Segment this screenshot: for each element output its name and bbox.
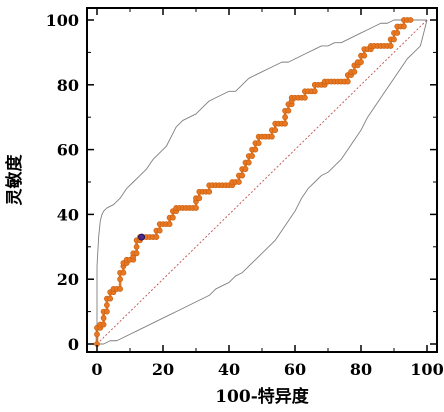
roc-point (104, 302, 110, 309)
roc-point (206, 188, 213, 195)
roc-point (282, 120, 288, 127)
roc-point (361, 52, 368, 59)
plot-frame (86, 7, 438, 353)
x-tick-label: 80 (350, 360, 372, 379)
x-tick-label: 20 (152, 360, 174, 379)
y-tick-labels: 0 20 40 60 80 100 (46, 11, 79, 354)
x-tick-label: 100 (410, 360, 443, 379)
roc-point (107, 295, 114, 302)
roc-point (311, 88, 318, 95)
optimal-cutoff-point (138, 233, 146, 241)
roc-point (156, 227, 163, 234)
roc-curve-line (95, 18, 411, 344)
lower-confidence-bound-line (97, 19, 428, 345)
roc-point (344, 78, 351, 85)
roc-point (407, 17, 414, 23)
x-tick-label: 0 (91, 360, 102, 379)
roc-point (242, 166, 249, 172)
plot-layer (94, 17, 428, 347)
y-tick-label: 40 (57, 205, 79, 224)
roc-point (285, 107, 292, 114)
roc-point (252, 146, 259, 153)
x-tick-label: 40 (218, 360, 240, 379)
roc-point (133, 250, 140, 257)
roc-point (301, 94, 308, 101)
x-axis-title: 100-特异度 (215, 386, 310, 407)
roc-point (133, 243, 140, 250)
roc-point (94, 331, 100, 338)
roc-point (153, 234, 160, 240)
roc-point (193, 205, 199, 211)
roc-point (120, 269, 127, 276)
roc-point (394, 30, 401, 36)
roc-point (391, 36, 397, 43)
y-tick-label: 0 (68, 335, 79, 354)
y-tick-label: 100 (46, 11, 79, 30)
y-tick-label: 60 (57, 141, 79, 160)
roc-point (282, 114, 288, 121)
roc-point (400, 23, 407, 30)
y-tick-label: 80 (57, 76, 79, 95)
roc-point (169, 214, 176, 221)
roc-point (117, 286, 123, 292)
reference-diagonal-line (96, 19, 428, 345)
roc-point (235, 179, 242, 185)
y-tick-label: 20 (57, 270, 79, 289)
roc-point (117, 276, 123, 283)
y-axis-title: 灵敏度 (4, 154, 25, 206)
roc-point (255, 140, 262, 147)
tick-marks (87, 8, 437, 352)
x-tick-labels: 0 20 40 60 80 100 (91, 360, 443, 379)
roc-point (104, 308, 110, 315)
roc-point (100, 321, 107, 328)
roc-point (196, 195, 203, 202)
roc-point (245, 159, 252, 166)
roc-point (166, 221, 173, 228)
roc-point (239, 172, 246, 179)
roc-point (358, 59, 364, 66)
roc-point (268, 133, 275, 140)
roc-point (249, 153, 255, 159)
roc-point (100, 315, 107, 321)
roc-point (272, 127, 279, 134)
roc-point (351, 68, 358, 75)
roc-point (387, 43, 394, 49)
upper-confidence-bound-line (96, 19, 427, 344)
x-tick-label: 60 (284, 360, 306, 379)
